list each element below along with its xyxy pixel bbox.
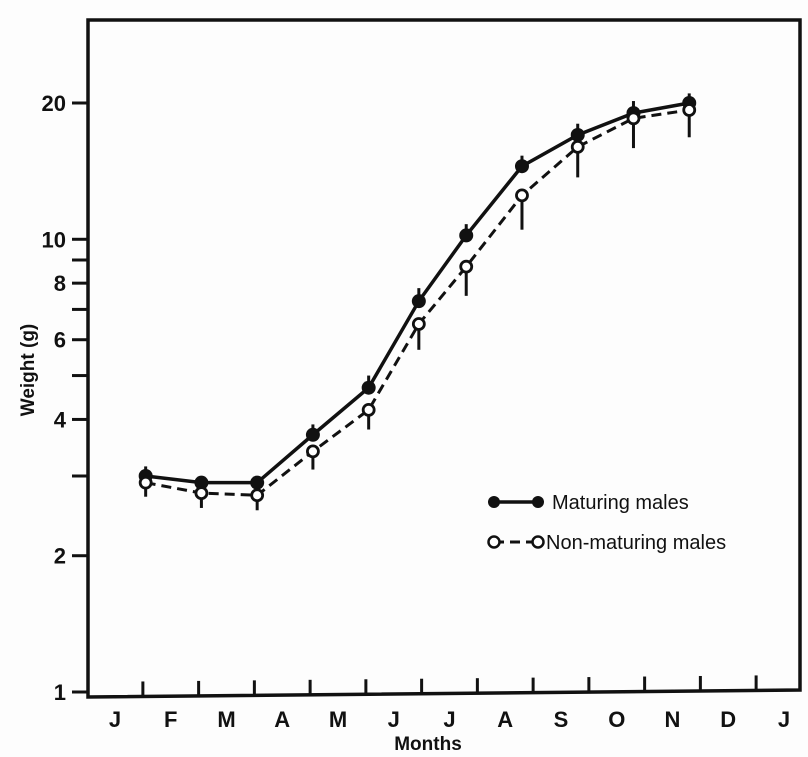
- data-point: [411, 317, 426, 331]
- data-point: [250, 475, 265, 490]
- legend-marker-non-maturing-end: [531, 535, 545, 549]
- data-point: [515, 188, 529, 203]
- legend-marker-maturing: [488, 496, 500, 508]
- y-tick-label: 2: [54, 544, 66, 569]
- legend-item-maturing: Maturing males: [488, 492, 689, 514]
- data-point: [361, 402, 376, 417]
- data-point: [570, 127, 585, 142]
- data-point: [306, 444, 320, 459]
- data-point: [194, 475, 209, 490]
- x-tick-label: M: [217, 707, 235, 732]
- x-tick-label: J: [388, 707, 400, 732]
- legend-item-non-maturing: Non-maturing males: [487, 532, 726, 554]
- data-point: [459, 228, 474, 243]
- data-point: [250, 488, 265, 503]
- data-point: [570, 139, 585, 154]
- data-point: [361, 380, 376, 395]
- x-tick-label: A: [497, 707, 513, 732]
- y-axis-title: Weight (g): [18, 324, 39, 417]
- x-tick-label: S: [554, 707, 569, 732]
- y-tick-label: 4: [54, 407, 67, 432]
- data-point: [514, 159, 529, 174]
- x-tick-label: M: [329, 707, 347, 732]
- x-tick-label: J: [443, 707, 455, 732]
- series-layer: [138, 93, 697, 511]
- y-tick-label: 8: [54, 271, 66, 296]
- legend-label-non-maturing: Non-maturing males: [546, 532, 726, 554]
- legend: Maturing males Non-maturing males: [487, 492, 726, 554]
- y-tick-label: 6: [54, 328, 66, 353]
- legend-marker-non-maturing: [487, 535, 501, 549]
- series-maturing: [138, 93, 697, 490]
- legend-label-maturing: Maturing males: [552, 492, 689, 514]
- x-tick-label: J: [109, 707, 121, 732]
- x-tick-label: J: [778, 707, 790, 732]
- data-point: [459, 259, 474, 274]
- data-point: [305, 427, 320, 442]
- x-tick-label: N: [665, 707, 681, 732]
- data-point: [682, 103, 697, 117]
- plot-frame: [86, 18, 802, 699]
- legend-marker-maturing-end: [532, 496, 544, 508]
- data-point: [194, 486, 209, 501]
- x-tick-label: F: [164, 707, 177, 732]
- y-tick-label: 20: [42, 91, 66, 116]
- data-point: [626, 111, 641, 126]
- x-tick-label: O: [608, 707, 625, 732]
- data-point: [138, 475, 153, 490]
- x-tick-label: A: [274, 707, 290, 732]
- y-tick-label: 1: [54, 680, 66, 705]
- x-tick-label: D: [720, 707, 736, 732]
- y-axis: 1 2 4 6 8 10 20: [42, 91, 88, 705]
- series-non-maturing: [138, 103, 697, 511]
- data-point: [411, 294, 426, 309]
- y-tick-label: 10: [42, 227, 66, 252]
- x-axis-title: Months: [394, 734, 462, 755]
